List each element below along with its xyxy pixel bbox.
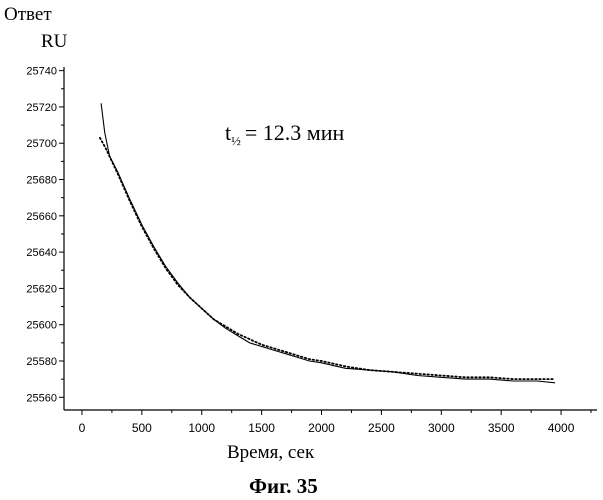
x-axis-label: Время, сек bbox=[227, 442, 315, 463]
y-axis-label-line2: RU bbox=[41, 31, 68, 52]
plot-frame bbox=[64, 67, 597, 410]
y-tick-label: 25620 bbox=[26, 283, 57, 295]
y-tick-label: 25660 bbox=[26, 211, 57, 223]
x-tick-label: 2000 bbox=[308, 421, 335, 435]
series-data-solid bbox=[101, 103, 555, 383]
x-tick-label: 3000 bbox=[428, 421, 455, 435]
y-tick-label: 25640 bbox=[26, 247, 57, 259]
y-tick-label: 25700 bbox=[26, 138, 57, 150]
x-tick-label: 500 bbox=[132, 421, 152, 435]
y-tick-label: 25600 bbox=[26, 320, 57, 332]
figure-caption: Фиг. 35 bbox=[249, 474, 318, 498]
x-tick-label: 1500 bbox=[248, 421, 275, 435]
x-tick-label: 2500 bbox=[368, 421, 395, 435]
y-tick-label: 25740 bbox=[26, 66, 57, 78]
annotation-value: = 12.3 мин bbox=[245, 120, 345, 145]
series-fit-dotted bbox=[100, 138, 555, 379]
x-tick-label: 3500 bbox=[488, 421, 515, 435]
series-layer bbox=[100, 103, 555, 383]
x-tick-label: 1000 bbox=[188, 421, 215, 435]
y-tick-label: 25720 bbox=[26, 102, 57, 114]
annotation-subscript: ½ bbox=[231, 133, 241, 148]
x-tick-label: 4000 bbox=[548, 421, 575, 435]
y-ticks: 25560 25580 25600 25620 25640 25660 25680 25700… bbox=[26, 66, 64, 405]
y-tick-label: 25580 bbox=[26, 356, 57, 368]
x-ticks: 0 500 1000 1500 2000 2500 3000 3500 4000 bbox=[79, 410, 591, 435]
y-tick-label: 25560 bbox=[26, 392, 57, 404]
x-tick-label: 0 bbox=[79, 421, 86, 435]
y-tick-label: 25680 bbox=[26, 175, 57, 187]
y-axis-label-line1: Ответ bbox=[4, 4, 52, 25]
half-life-annotation: t½= 12.3 мин bbox=[225, 120, 344, 148]
